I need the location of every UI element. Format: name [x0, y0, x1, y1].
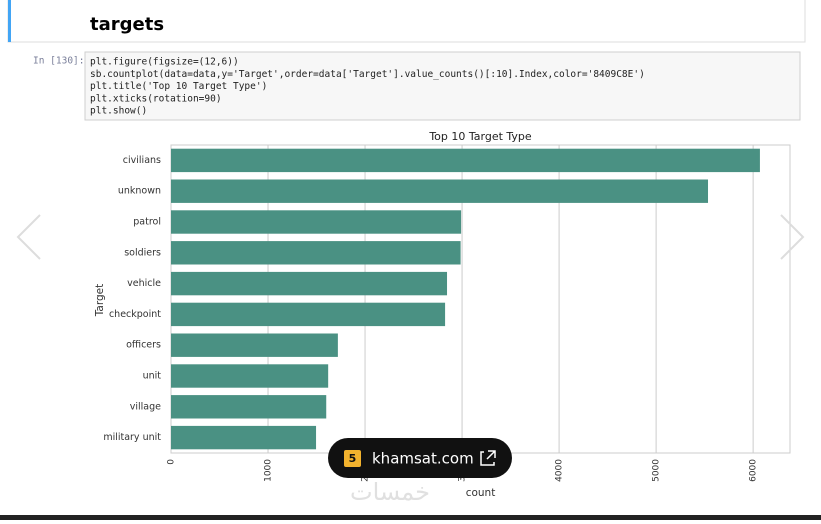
y-tick-label: patrol	[133, 217, 161, 228]
y-axis-label: Target	[94, 284, 106, 317]
bar	[171, 148, 760, 173]
code-line: plt.show()	[90, 106, 147, 117]
y-tick-label: soldiers	[124, 247, 161, 258]
code-line: plt.xticks(rotation=90)	[90, 93, 222, 104]
carousel-prev[interactable]	[16, 214, 41, 260]
bar	[171, 271, 448, 296]
y-tick-label: checkpoint	[109, 309, 161, 320]
badge[interactable]	[328, 438, 512, 478]
y-tick-label: village	[130, 401, 161, 412]
code-line: plt.figure(figsize=(12,6))	[90, 57, 239, 68]
cell-prompt: In [130]:	[33, 56, 84, 67]
chart-title: Top 10 Target Type	[428, 130, 532, 143]
x-tick-label: 0	[167, 459, 177, 465]
bar	[171, 179, 709, 203]
x-axis-label: count	[466, 487, 496, 499]
bar	[171, 241, 461, 265]
bar	[171, 302, 446, 327]
cell-heading: targets	[90, 14, 164, 35]
bar	[171, 395, 327, 419]
code-cell[interactable]	[84, 51, 801, 121]
code-line: sb.countplot(data=data,y='Target',order=…	[90, 69, 645, 80]
y-tick-label: civilians	[123, 155, 161, 166]
bar	[171, 210, 462, 234]
bottom-bar	[0, 515, 821, 520]
bar	[171, 425, 317, 450]
x-tick-label: 6000	[749, 459, 759, 482]
y-tick-label: unknown	[118, 186, 161, 197]
badge-icon	[344, 450, 361, 467]
y-tick-label: unit	[143, 371, 162, 382]
external-link-icon	[480, 450, 496, 466]
y-tick-label: officers	[126, 340, 161, 351]
badge-label: khamsat.com	[372, 450, 474, 468]
carousel-next[interactable]	[780, 214, 805, 260]
cell-selection-bar	[8, 0, 11, 42]
x-tick-label: 4000	[555, 459, 565, 482]
bar	[171, 364, 329, 388]
badge-icon-text: 5	[349, 452, 357, 465]
x-tick-label: 1000	[264, 459, 274, 482]
x-tick-label: 5000	[652, 459, 662, 482]
y-tick-label: military unit	[103, 432, 161, 443]
markdown-cell	[7, 0, 806, 43]
bar	[171, 333, 338, 357]
code-line: plt.title('Top 10 Target Type')	[90, 81, 267, 92]
y-tick-label: vehicle	[127, 278, 161, 289]
watermark: خمسات	[350, 478, 430, 506]
